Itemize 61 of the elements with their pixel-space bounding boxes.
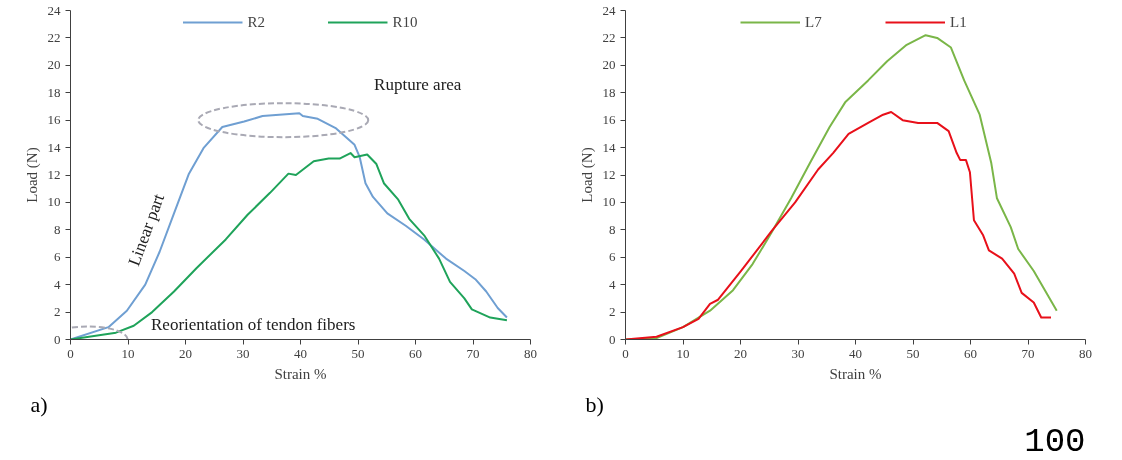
x-axis-title: Strain % [829,365,882,382]
y-tick-label: 2 [54,304,61,320]
y-tick-label: 12 [602,167,616,182]
y-tick-label: 18 [47,84,61,100]
y-tick-label: 2 [609,304,616,320]
x-tick-label: 40 [294,345,307,361]
y-tick-label: 14 [602,139,616,155]
x-tick-label: 10 [676,345,690,361]
x-tick-label: 30 [791,345,805,361]
y-tick-label: 22 [602,29,616,45]
annotation: Linear part [124,191,169,269]
y-tick-label: 22 [47,29,61,45]
y-tick-label: 16 [602,112,616,128]
x-tick-label: 60 [964,345,977,361]
y-tick-label: 6 [609,249,616,265]
x-tick-label: 20 [179,345,192,361]
y-tick-label: 20 [47,57,61,73]
y-tick-label: 10 [47,194,61,210]
y-tick-label: 6 [54,249,61,265]
line-series [70,112,508,340]
x-tick-label: 40 [849,345,862,361]
x-tick-label: 50 [906,345,920,361]
x-tick-label: 0 [67,345,74,361]
y-tick-label: 8 [54,221,61,237]
x-tick-label: 30 [236,345,250,361]
y-axis-title: Load (N) [23,147,41,203]
x-tick-label: 70 [1021,345,1035,361]
y-tick-label: 24 [602,2,616,18]
y-tick-label: 4 [609,276,616,292]
y-axis-title: Load (N) [578,147,596,203]
legend-label: R10 [392,13,418,31]
text: b) [585,391,604,417]
x-tick-label: 80 [524,345,537,361]
y-tick-label: 10 [602,194,616,210]
y-tick-label: 0 [54,331,61,347]
legend-label: L7 [805,13,823,31]
text: 100 [1024,422,1086,460]
text: a) [30,391,48,417]
x-tick-label: 0 [622,345,629,361]
y-tick-label: 24 [47,2,61,18]
annotation: Rupture area [374,75,462,95]
line-series [70,152,508,340]
x-axis-title: Strain % [274,365,327,382]
x-tick-label: 80 [1079,345,1092,361]
annotation: Reorientation of tendon fibers [151,314,356,334]
x-tick-label: 60 [409,345,422,361]
x-tick-label: 10 [121,345,135,361]
x-tick-label: 70 [466,345,480,361]
y-tick-label: 0 [609,331,616,347]
y-tick-label: 16 [47,112,61,128]
y-tick-label: 8 [609,221,616,237]
x-tick-label: 20 [734,345,747,361]
legend-label: R2 [247,13,266,31]
y-tick-label: 18 [602,84,616,100]
y-tick-label: 4 [54,276,61,292]
x-tick-label: 50 [351,345,365,361]
legend-label: L1 [950,13,968,31]
y-tick-label: 12 [47,167,61,182]
y-tick-label: 20 [602,57,616,73]
y-tick-label: 14 [47,139,61,155]
line-series [625,110,1052,340]
